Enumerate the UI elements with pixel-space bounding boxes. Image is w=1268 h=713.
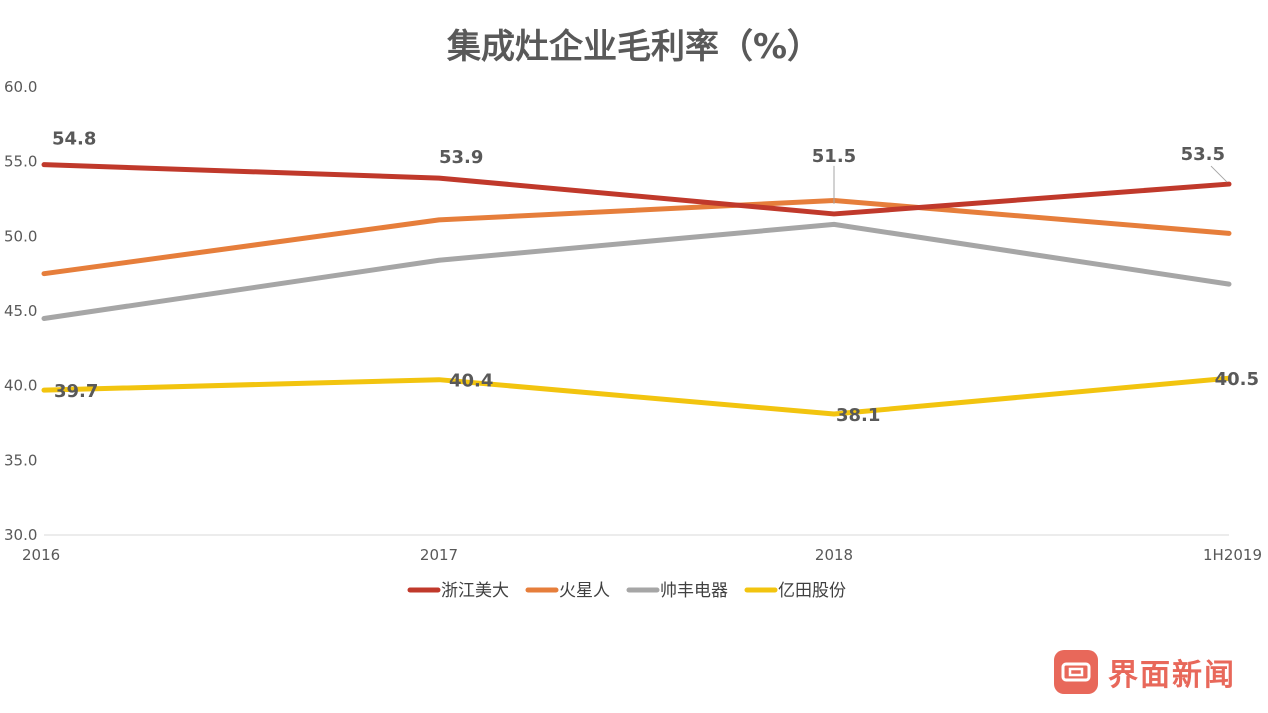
data-label: 54.8 [52, 129, 96, 150]
y-tick-label: 45.0 [4, 302, 37, 320]
y-tick-label: 60.0 [4, 78, 37, 96]
series-lines [41, 162, 1232, 417]
data-label: 53.9 [439, 147, 483, 168]
y-tick-label: 30.0 [4, 526, 37, 544]
y-tick-label: 50.0 [4, 227, 37, 245]
data-labels: 54.8 53.9 51.5 53.5 39.7 40.4 38.1 40.5 [52, 129, 1259, 426]
data-label: 51.5 [812, 146, 856, 167]
x-tick-label: 2016 [22, 546, 60, 564]
y-tick-label: 55.0 [4, 153, 37, 171]
data-label: 40.5 [1215, 369, 1259, 390]
data-label: 38.1 [836, 405, 880, 426]
series-line-2 [41, 197, 1232, 277]
y-tick-label: 35.0 [4, 451, 37, 469]
x-tick-label: 2017 [420, 546, 458, 564]
watermark-text: 界面新闻 [1108, 658, 1236, 693]
legend: 浙江美大 火星人 帅丰电器 亿田股份 [407, 581, 846, 601]
series-line-3 [41, 221, 1232, 321]
chart-title: 集成灶企业毛利率（%） [446, 27, 821, 67]
x-axis: 2016 2017 2018 1H2019 [22, 546, 1262, 564]
data-label: 40.4 [449, 371, 493, 392]
legend-label: 浙江美大 [441, 581, 509, 601]
x-tick-label: 2018 [815, 546, 853, 564]
data-label: 39.7 [54, 381, 98, 402]
y-tick-label: 40.0 [4, 377, 37, 395]
series-line-1 [41, 162, 1232, 217]
leader-line [1210, 165, 1228, 183]
data-label: 53.5 [1181, 144, 1225, 165]
y-axis: 30.0 35.0 40.0 45.0 50.0 55.0 60.0 [4, 78, 37, 544]
x-tick-label: 1H2019 [1203, 546, 1262, 564]
legend-label: 火星人 [559, 581, 610, 601]
watermark: 界面新闻 [1054, 650, 1236, 694]
jiemian-logo-icon [1054, 650, 1098, 694]
series-line-4 [41, 375, 1232, 417]
legend-label: 亿田股份 [778, 581, 846, 601]
legend-label: 帅丰电器 [660, 581, 728, 601]
